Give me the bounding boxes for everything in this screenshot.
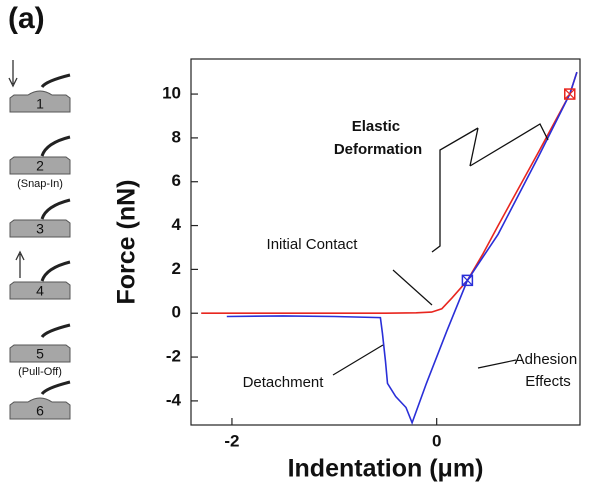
leader xyxy=(392,269,433,306)
x-axis-title: Indentation (μm) xyxy=(288,455,484,483)
plot-frame xyxy=(190,58,581,426)
step-label: 5 xyxy=(36,346,44,362)
marker-cross xyxy=(461,274,473,286)
leader xyxy=(332,344,384,376)
series-line xyxy=(226,71,578,426)
annotation-line: Deformation xyxy=(334,141,422,158)
annotation-line: Effects xyxy=(525,373,571,390)
plot: -4 -2 0 2 4 6 8 10 -2 0 Indentation (μm) Force (nN) xyxy=(113,58,581,483)
y-tick-label: 6 xyxy=(172,171,181,190)
step-label: 1 xyxy=(36,96,44,112)
y-tick-label: -2 xyxy=(166,347,181,366)
annotation: Adhesion Effects xyxy=(515,351,582,390)
y-tick-label: 0 xyxy=(172,303,181,322)
x-tick-label: 0 xyxy=(432,431,441,450)
y-tick-label: 2 xyxy=(172,259,181,278)
sample-block xyxy=(9,281,71,300)
y-axis-title: Force (nN) xyxy=(113,180,141,305)
panel-label: (a) xyxy=(8,2,45,35)
step-label: 2 xyxy=(36,158,44,174)
step-label: 4 xyxy=(36,283,44,299)
arrow xyxy=(15,250,25,278)
annotation: Elastic Deformation xyxy=(334,118,422,158)
step-label: 6 xyxy=(36,403,44,419)
marker-box xyxy=(461,274,474,287)
step-note: (Pull-Off) xyxy=(18,366,62,378)
annotation-line: Elastic xyxy=(352,118,400,135)
cantilever xyxy=(40,380,71,395)
arrow xyxy=(8,60,18,88)
sample-block xyxy=(9,90,71,113)
y-tick-label: 4 xyxy=(172,215,182,234)
cantilever xyxy=(40,135,71,157)
y-tick-label: -4 xyxy=(166,390,182,409)
cantilever xyxy=(40,260,71,282)
sample-block xyxy=(9,156,71,175)
schematic: 1 2 (Snap-In) 3 4 5 (Pull-Off) 6 xyxy=(8,60,71,420)
cantilever xyxy=(40,323,71,338)
leader xyxy=(477,359,517,369)
y-tick-label: 10 xyxy=(162,84,181,103)
annotation-line: Adhesion xyxy=(515,351,578,368)
y-tick-label: 8 xyxy=(172,127,181,146)
marker-box xyxy=(564,88,576,100)
bracket xyxy=(431,123,549,253)
annotation: Detachment xyxy=(243,374,325,391)
marker xyxy=(461,274,474,287)
sample-block xyxy=(9,219,71,238)
marker-cross xyxy=(564,88,576,100)
cantilever xyxy=(40,198,71,220)
step-label: 3 xyxy=(36,221,44,237)
annotation: Initial Contact xyxy=(267,236,359,253)
sample-block xyxy=(9,344,71,363)
sample-block xyxy=(9,397,71,420)
step-note: (Snap-In) xyxy=(17,178,63,190)
marker xyxy=(564,88,576,100)
x-tick-label: -2 xyxy=(224,431,239,450)
cantilever xyxy=(40,73,71,88)
